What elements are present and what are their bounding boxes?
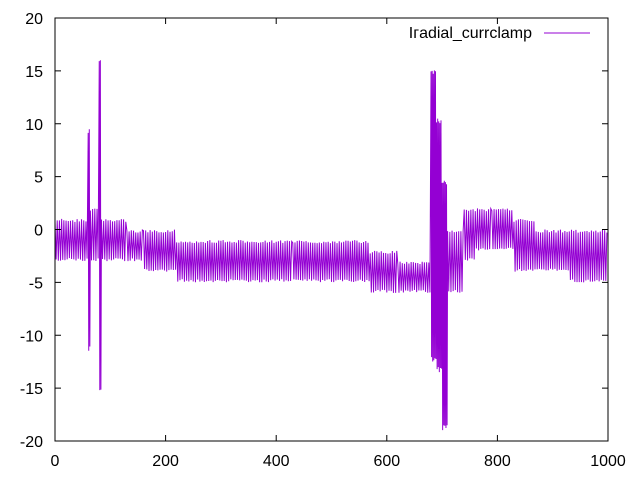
- y-tick-label: -5: [29, 275, 43, 292]
- y-tick-label: 20: [25, 11, 43, 28]
- y-tick-label: 0: [34, 223, 43, 240]
- series-line-0: [54, 60, 608, 431]
- y-tick-label: -15: [20, 381, 43, 398]
- y-tick-label: -10: [20, 328, 43, 345]
- ticks-layer: 0 200 400 600 800 1000 -20 -15 -10 -5 0 5 10 15 20: [20, 11, 626, 470]
- legend-label: Iᴦadial_currclamp: [409, 25, 532, 42]
- x-tick-label: 200: [152, 453, 179, 470]
- y-tick-label: 10: [25, 117, 43, 134]
- y-tick-label: 15: [25, 64, 43, 81]
- x-tick-label: 1000: [590, 453, 626, 470]
- x-tick-label: 800: [484, 453, 511, 470]
- data-layer: [54, 60, 608, 431]
- y-tick-label: 5: [34, 170, 43, 187]
- x-tick-label: 400: [263, 453, 290, 470]
- x-tick-label: 0: [51, 453, 60, 470]
- x-tick-label: 600: [373, 453, 400, 470]
- y-tick-label: -20: [20, 434, 43, 451]
- legend: Iᴦadial_currclamp: [409, 25, 590, 42]
